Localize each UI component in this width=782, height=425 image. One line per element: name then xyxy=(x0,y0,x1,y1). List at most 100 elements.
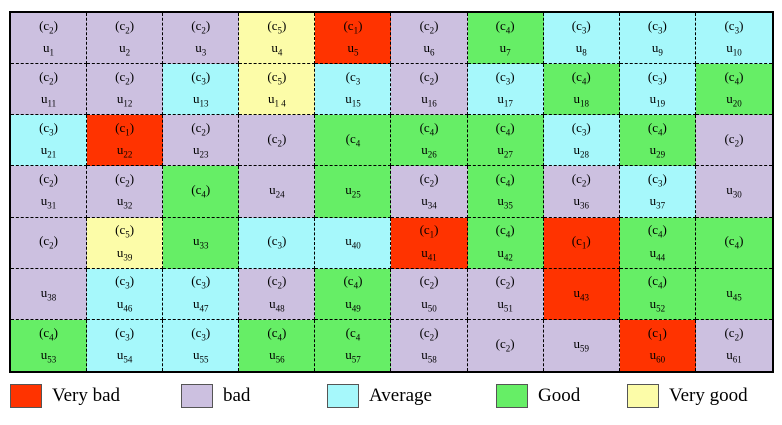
unit-label: u7 xyxy=(499,40,511,58)
legend-swatch xyxy=(181,384,213,408)
unit-label: u34 xyxy=(421,193,437,212)
grid-cell: (c1) u5 xyxy=(315,13,392,65)
class-label: (c2) xyxy=(495,273,515,291)
class-label: (c2) xyxy=(115,170,135,189)
grid-cell: (c4) u44 xyxy=(619,217,696,269)
unit-label: u11 xyxy=(40,91,57,109)
unit-label: u59 xyxy=(573,336,589,354)
grid-cell: (c2) u31 xyxy=(11,166,88,218)
grid-cell: (c2) u2 xyxy=(87,13,164,65)
legend-item: Good xyxy=(496,384,580,408)
unit-label: u4 xyxy=(271,40,283,58)
grid-cell: u59 xyxy=(543,319,620,371)
grid-cell: (c2) u3 xyxy=(163,13,240,65)
unit-label: u21 xyxy=(40,142,57,160)
grid-cell: (c1) u60 xyxy=(619,319,696,371)
legend-label: Very good xyxy=(669,385,748,406)
class-label: (c5) xyxy=(115,222,135,240)
unit-label: u56 xyxy=(269,347,285,365)
grid-cell: (c3) u55 xyxy=(163,319,240,371)
grid-cell: (c4) xyxy=(695,217,772,269)
class-label: (c2) xyxy=(724,131,744,149)
grid-cell: (c2) xyxy=(695,115,772,167)
grid-cell: u43 xyxy=(543,268,620,320)
unit-label: u49 xyxy=(345,295,361,314)
grid-cell: (c3) u17 xyxy=(467,64,544,116)
grid-cell: (c3) u54 xyxy=(87,319,164,371)
grid-cell: (c3) u19 xyxy=(619,64,696,116)
class-label: (c1) xyxy=(115,119,135,138)
unit-label: u33 xyxy=(192,233,209,251)
legend-label: bad xyxy=(223,385,251,406)
grid-cell: (c4) u20 xyxy=(695,64,772,116)
grid-cell: (c4) u18 xyxy=(543,64,620,116)
grid-cell: (c3) u10 xyxy=(695,13,772,65)
class-label: (c4) xyxy=(647,273,667,291)
unit-label: u36 xyxy=(573,193,589,212)
unit-label: u10 xyxy=(726,40,742,58)
class-label: (c3 xyxy=(345,68,361,87)
unit-label: u25 xyxy=(345,182,361,200)
legend-swatch xyxy=(627,384,659,408)
class-label: (c4) xyxy=(647,222,667,240)
grid-cell: (c2) u16 xyxy=(391,64,468,116)
unit-label: u26 xyxy=(421,142,437,160)
grid-cell: (c1) u22 xyxy=(87,115,164,167)
unit-label: u3 xyxy=(195,40,207,58)
class-label: (c3) xyxy=(571,17,591,36)
class-label: (c3) xyxy=(647,68,667,87)
class-label: (c3) xyxy=(647,170,667,189)
unit-label: u29 xyxy=(649,142,666,160)
unit-label: u55 xyxy=(192,347,209,365)
grid-cell: (c4 xyxy=(315,115,392,167)
grid-cell: (c1) xyxy=(543,217,620,269)
class-label: (c4) xyxy=(39,324,59,343)
grid-cell: (c2) xyxy=(11,217,88,269)
grid-cell: (c2) u12 xyxy=(87,64,164,116)
unit-label: u16 xyxy=(421,91,437,109)
unit-label: u37 xyxy=(649,193,666,212)
grid-cell: (c3) u8 xyxy=(543,13,620,65)
class-label: (c4 xyxy=(345,131,361,149)
class-label: (c2) xyxy=(724,324,744,343)
unit-label: u51 xyxy=(497,295,513,314)
class-label: (c3) xyxy=(571,119,591,138)
grid-cell: (c4) u53 xyxy=(11,319,88,371)
grid-cell: (c2) xyxy=(467,319,544,371)
grid-cell: (c3) u47 xyxy=(163,268,240,320)
legend-item: bad xyxy=(181,384,250,408)
unit-label: u46 xyxy=(116,295,133,314)
unit-label: u6 xyxy=(423,40,435,58)
grid-cell: (c3) u37 xyxy=(619,166,696,218)
class-label: (c2) xyxy=(419,68,439,87)
unit-label: u60 xyxy=(649,347,666,365)
unit-label: u20 xyxy=(726,91,742,109)
unit-label: u9 xyxy=(651,40,663,58)
class-label: (c1) xyxy=(571,233,591,251)
class-label: (c2) xyxy=(39,68,59,87)
class-label: (c1) xyxy=(647,324,667,343)
unit-label: u28 xyxy=(573,142,589,160)
unit-label: u45 xyxy=(726,284,742,303)
grid-cell: (c3) u9 xyxy=(619,13,696,65)
grid-cell: (c2) u50 xyxy=(391,268,468,320)
grid-cell: (c2) u48 xyxy=(239,268,316,320)
unit-label: u13 xyxy=(192,91,209,109)
class-label: (c3) xyxy=(267,233,287,251)
class-label: (c2) xyxy=(419,17,439,36)
grid-cell: (c3 u15 xyxy=(315,64,392,116)
unit-label: u48 xyxy=(269,295,285,314)
grid-cell: (c3) xyxy=(239,217,316,269)
grid-cell: (c3) u21 xyxy=(11,115,88,167)
legend: Very bad bad Average Good Very good xyxy=(0,384,782,420)
grid-cell: (c2) u51 xyxy=(467,268,544,320)
class-label: (c2) xyxy=(267,131,287,149)
grid-cell: (c2) u61 xyxy=(695,319,772,371)
unit-label: u43 xyxy=(573,284,589,303)
unit-label: u31 xyxy=(40,193,57,212)
grid-cell: u40 xyxy=(315,217,392,269)
class-label: (c4) xyxy=(724,68,744,87)
unit-label: u58 xyxy=(421,347,437,365)
grid-cell: u38 xyxy=(11,268,88,320)
unit-label: u15 xyxy=(345,91,361,109)
